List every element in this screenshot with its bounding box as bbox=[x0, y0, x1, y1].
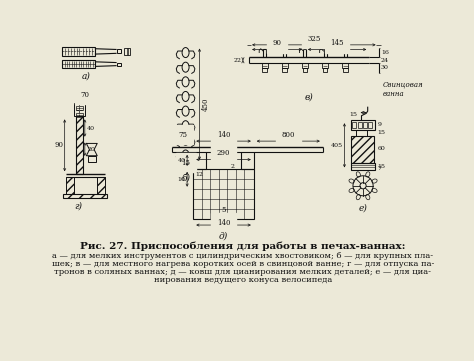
Bar bbox=[363, 122, 367, 128]
Text: 7: 7 bbox=[378, 166, 382, 170]
Text: 30: 30 bbox=[381, 65, 389, 70]
Bar bbox=[63, 60, 95, 68]
Bar bbox=[75, 106, 83, 110]
Text: 12: 12 bbox=[195, 173, 203, 178]
Bar bbox=[283, 68, 287, 72]
Text: 70: 70 bbox=[80, 91, 89, 99]
Bar bbox=[351, 163, 375, 170]
Bar bbox=[302, 63, 308, 68]
Bar bbox=[282, 63, 288, 68]
Text: 140: 140 bbox=[217, 131, 230, 139]
Text: б): б) bbox=[181, 173, 190, 182]
Text: 9: 9 bbox=[378, 122, 382, 127]
Text: а — для мелких инструментов с цилиндрическим хвостовиком; б — для крупных пла-: а — для мелких инструментов с цилиндриче… bbox=[52, 252, 434, 260]
Text: 75: 75 bbox=[178, 131, 187, 139]
Bar bbox=[302, 68, 307, 72]
Text: 15: 15 bbox=[378, 164, 386, 169]
Bar bbox=[322, 63, 328, 68]
Text: нирования ведущего конуса велосипеда: нирования ведущего конуса велосипеда bbox=[154, 276, 332, 284]
Text: е): е) bbox=[359, 204, 367, 213]
Text: 5: 5 bbox=[221, 206, 226, 214]
Text: 90: 90 bbox=[273, 39, 282, 47]
Text: 10: 10 bbox=[178, 177, 186, 182]
Text: 145: 145 bbox=[330, 39, 344, 47]
Text: шек; в — для местного нагрева коротких осей в свинцовой ванне; г — для отпуска п: шек; в — для местного нагрева коротких о… bbox=[52, 260, 434, 268]
Bar bbox=[356, 130, 367, 136]
Text: 800: 800 bbox=[282, 131, 295, 139]
Bar bbox=[368, 122, 373, 128]
Bar bbox=[63, 47, 95, 56]
Bar bbox=[63, 194, 107, 198]
Text: 40: 40 bbox=[177, 158, 186, 163]
Text: Свинцовая
ванна: Свинцовая ванна bbox=[383, 80, 424, 98]
Bar bbox=[117, 49, 121, 53]
Text: 450: 450 bbox=[202, 97, 210, 111]
Text: 15: 15 bbox=[181, 158, 190, 166]
Text: 15: 15 bbox=[349, 112, 357, 117]
Text: в): в) bbox=[304, 93, 313, 101]
Text: 24: 24 bbox=[381, 58, 389, 63]
Text: 16: 16 bbox=[381, 50, 389, 55]
Text: 15: 15 bbox=[378, 130, 386, 135]
Text: г): г) bbox=[74, 201, 82, 210]
Bar bbox=[117, 62, 121, 66]
Bar bbox=[74, 103, 85, 117]
Text: 325: 325 bbox=[307, 35, 320, 43]
Text: а): а) bbox=[82, 71, 91, 80]
Bar bbox=[351, 136, 374, 163]
Text: тронов в соляных ваннах; д — ковш для цианирования мелких деталей; е — для циа-: тронов в соляных ваннах; д — ковш для ци… bbox=[55, 268, 431, 276]
Text: 2: 2 bbox=[231, 164, 235, 169]
Bar bbox=[97, 177, 105, 194]
Text: 20: 20 bbox=[87, 147, 95, 152]
Bar bbox=[342, 63, 348, 68]
Bar bbox=[343, 68, 347, 72]
Bar bbox=[75, 113, 83, 117]
Bar bbox=[357, 122, 362, 128]
Text: 22: 22 bbox=[233, 58, 241, 63]
Text: 60: 60 bbox=[378, 146, 386, 151]
Text: 90: 90 bbox=[54, 142, 63, 149]
Bar bbox=[352, 122, 356, 128]
Text: Рис. 27. Приспособления для работы в печах-ваннах:: Рис. 27. Приспособления для работы в печ… bbox=[80, 242, 406, 252]
Text: д): д) bbox=[219, 231, 228, 240]
Bar bbox=[193, 169, 254, 219]
Text: 405: 405 bbox=[331, 143, 343, 148]
Bar bbox=[66, 177, 74, 194]
Text: 140: 140 bbox=[217, 218, 230, 227]
Bar bbox=[75, 117, 83, 174]
Bar bbox=[262, 68, 267, 72]
Bar bbox=[88, 156, 96, 162]
Text: 290: 290 bbox=[217, 149, 230, 157]
Bar bbox=[351, 120, 375, 130]
Bar bbox=[262, 63, 268, 68]
Text: 40: 40 bbox=[87, 126, 95, 131]
Bar bbox=[124, 48, 130, 55]
Bar bbox=[323, 68, 328, 72]
